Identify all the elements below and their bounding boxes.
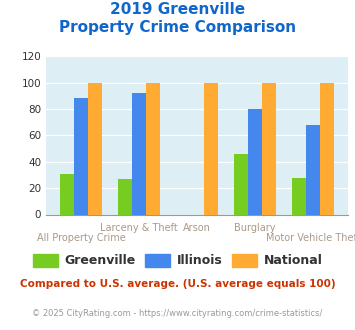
Bar	[248, 109, 262, 214]
Legend: Greenville, Illinois, National: Greenville, Illinois, National	[28, 249, 327, 273]
Bar	[74, 98, 88, 214]
Text: Larceny & Theft: Larceny & Theft	[100, 223, 178, 233]
Bar	[88, 82, 102, 214]
Bar	[306, 125, 320, 214]
Text: Property Crime Comparison: Property Crime Comparison	[59, 20, 296, 35]
Text: Arson: Arson	[183, 223, 211, 233]
Text: Motor Vehicle Theft: Motor Vehicle Theft	[266, 233, 355, 243]
Bar	[234, 154, 248, 214]
Bar	[60, 174, 74, 214]
Text: Burglary: Burglary	[234, 223, 276, 233]
Bar	[132, 93, 146, 214]
Bar	[320, 82, 334, 214]
Text: All Property Crime: All Property Crime	[37, 233, 125, 243]
Text: Compared to U.S. average. (U.S. average equals 100): Compared to U.S. average. (U.S. average …	[20, 279, 335, 289]
Bar	[119, 179, 132, 214]
Bar	[204, 82, 218, 214]
Bar	[146, 82, 160, 214]
Text: © 2025 CityRating.com - https://www.cityrating.com/crime-statistics/: © 2025 CityRating.com - https://www.city…	[32, 309, 323, 317]
Bar	[262, 82, 275, 214]
Text: 2019 Greenville: 2019 Greenville	[110, 2, 245, 16]
Bar	[293, 178, 306, 214]
